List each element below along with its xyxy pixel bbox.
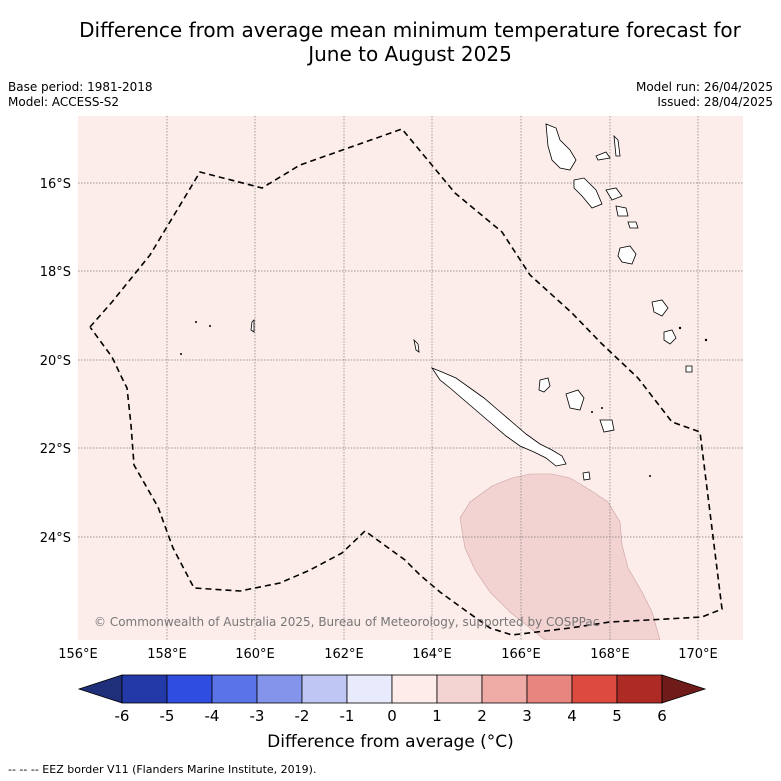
colorbar-tick-label: 5 (612, 707, 622, 725)
meta-right: Model run: 26/04/2025 Issued: 28/04/2025 (636, 80, 773, 110)
vanuatu-efate (627, 221, 639, 229)
colorbar-swatch (256, 674, 303, 704)
title-line-2: June to August 2025 (308, 42, 512, 66)
lon-label-170e: 170°E (678, 647, 718, 662)
islet-dot (649, 475, 651, 477)
lon-label-168e: 168°E (590, 647, 630, 662)
model-run: Model run: 26/04/2025 (635, 80, 773, 94)
islet-dot (195, 321, 197, 323)
colorbar-extend-high (661, 674, 707, 704)
eez-border (89, 128, 723, 636)
islet-dot (704, 338, 708, 342)
colorbar-swatch (571, 674, 618, 704)
issued-date: Issued: 28/04/2025 (657, 95, 773, 109)
lat-label-24s: 24°S (40, 531, 71, 546)
new-caledonia-main-island (430, 367, 567, 467)
colorbar-title: Difference from average (°C) (267, 732, 514, 752)
map-area (78, 116, 743, 640)
lon-label-164e: 164°E (412, 647, 452, 662)
lat-label-22s: 22°S (40, 442, 71, 457)
islet-dot (180, 353, 182, 355)
lon-label-158e: 158°E (147, 647, 187, 662)
colorbar (77, 674, 707, 704)
colorbar-swatch (481, 674, 528, 704)
vanuatu-espiritu-santo (545, 123, 577, 171)
colorbar-tick-label: -3 (250, 707, 265, 725)
vanuatu-shepherd (615, 205, 629, 217)
graticule (78, 116, 743, 640)
copyright-notice: © Commonwealth of Australia 2025, Bureau… (94, 615, 599, 629)
colorbar-tick-label: -1 (340, 707, 355, 725)
islet-dot (209, 325, 211, 327)
colorbar-swatch (526, 674, 573, 704)
colorbar-tick-label: 0 (387, 707, 397, 725)
colorbar-swatch (346, 674, 393, 704)
lat-label-20s: 20°S (40, 354, 71, 369)
colorbar-tick-label: -2 (295, 707, 310, 725)
lat-label-16s: 16°S (40, 177, 71, 192)
islet-dot (678, 326, 682, 330)
belep-islands (413, 338, 420, 353)
colorbar-ticks: -6 -5 -4 -3 -2 -1 0 1 2 3 4 5 6 (115, 707, 667, 725)
lat-label-18s: 18°S (40, 265, 71, 280)
colorbar-swatch (211, 674, 258, 704)
islet-dot (591, 411, 593, 413)
title-line-1: Difference from average mean minimum tem… (79, 18, 741, 42)
colorbar-swatch (616, 674, 663, 704)
chart-title: Difference from average mean minimum tem… (40, 18, 780, 66)
loyalty-island-lifou (565, 389, 585, 411)
colorbar-tick-label: -4 (205, 707, 220, 725)
chesterfield-reef (250, 319, 255, 333)
loyalty-island-ouvea (538, 377, 551, 393)
vanuatu-epi (605, 187, 623, 201)
lat-labels: 16°S 18°S 20°S 22°S 24°S (40, 177, 71, 546)
vanuatu-malekula (573, 177, 603, 209)
vanuatu-aneityum (663, 329, 677, 345)
vanuatu-maewo (613, 134, 621, 157)
lon-label-160e: 160°E (235, 647, 275, 662)
colorbar-tick-label: 2 (477, 707, 487, 725)
colorbar-tick-label: -5 (160, 707, 175, 725)
lon-label-156e: 156°E (58, 647, 98, 662)
vanuatu-tanna (651, 299, 669, 317)
colorbar-tick-label: 4 (567, 707, 577, 725)
colorbar-swatch (121, 674, 168, 704)
vanuatu-erromango (617, 245, 637, 265)
walpole-island (685, 365, 693, 373)
isle-of-pines (582, 471, 591, 481)
loyalty-island-mare (599, 419, 615, 433)
colorbar-swatch (301, 674, 348, 704)
small-islets (180, 321, 708, 477)
model-name: Model: ACCESS-S2 (8, 95, 120, 109)
colorbar-tick-label: 1 (432, 707, 442, 725)
lon-label-166e: 166°E (501, 647, 541, 662)
colorbar-swatch (391, 674, 438, 704)
colorbar-extend-low (77, 674, 123, 704)
colorbar-tick-label: 3 (522, 707, 532, 725)
coastlines (250, 123, 693, 481)
lon-label-162e: 162°E (324, 647, 364, 662)
lon-labels: 156°E 158°E 160°E 162°E 164°E 166°E 168°… (58, 647, 718, 662)
colorbar-tick-label: 6 (657, 707, 667, 725)
eez-legend-note: -- -- -- EEZ border V11 (Flanders Marine… (8, 763, 317, 776)
vanuatu-ambae (595, 151, 611, 161)
colorbar-tick-label: -6 (115, 707, 130, 725)
colorbar-swatch (166, 674, 213, 704)
meta-left: Base period: 1981-2018 Model: ACCESS-S2 (8, 80, 153, 110)
base-period: Base period: 1981-2018 (8, 80, 153, 94)
islet-dot (601, 407, 603, 409)
colorbar-swatch (436, 674, 483, 704)
